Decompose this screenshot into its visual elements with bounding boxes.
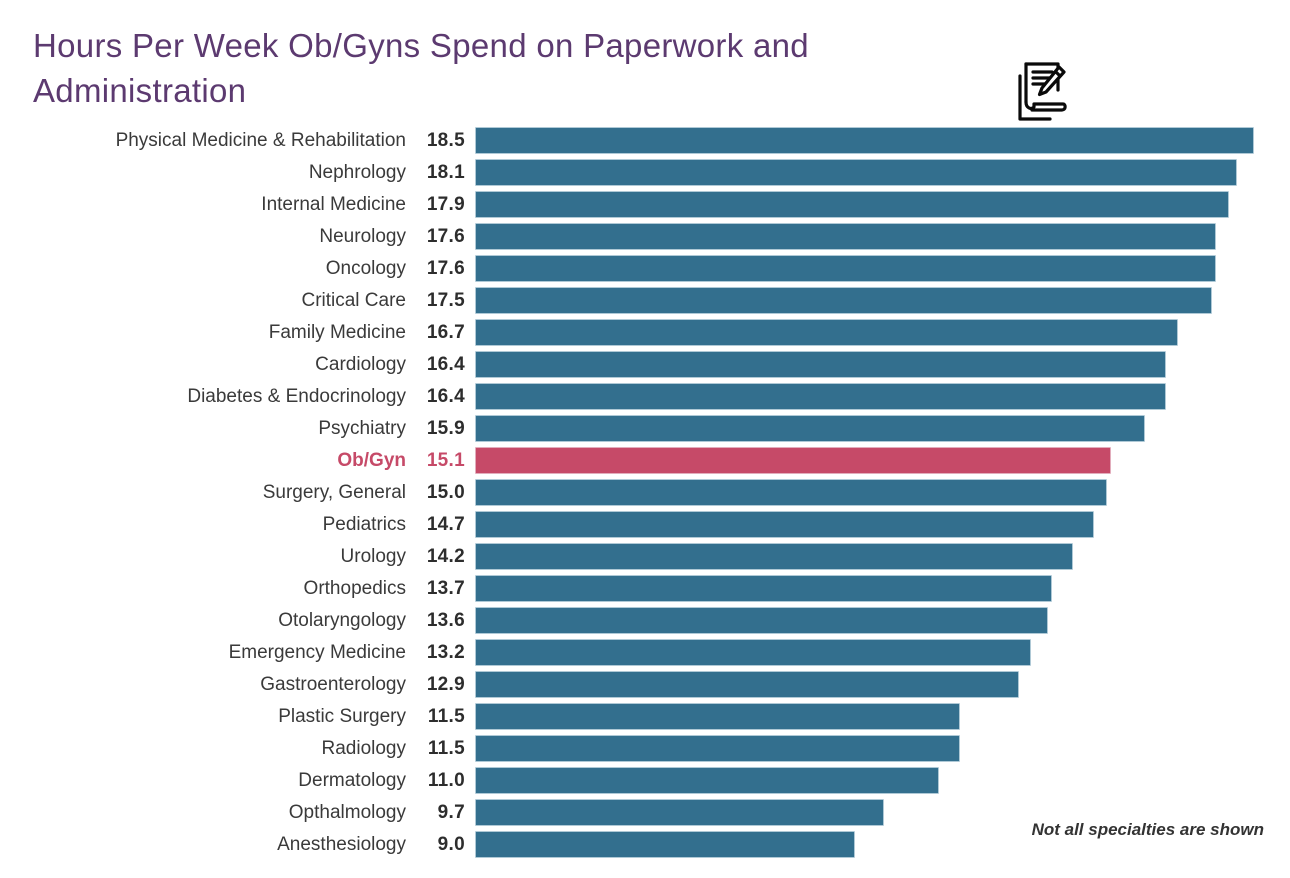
- chart-row: Radiology 11.5: [0, 733, 1290, 765]
- chart-row: Ob/Gyn 15.1: [0, 445, 1290, 477]
- category-label: Plastic Surgery: [278, 705, 406, 727]
- chart-row: Otolaryngology 13.6: [0, 605, 1290, 637]
- bar: [475, 415, 1145, 443]
- bar: [475, 383, 1166, 411]
- value-label: 18.5: [426, 129, 465, 151]
- chart-row: Dermatology 11.0: [0, 765, 1290, 797]
- chart-row: Anesthesiology 9.0: [0, 829, 1290, 861]
- category-label: Cardiology: [315, 353, 406, 375]
- value-label: 13.7: [426, 577, 465, 599]
- category-label: Physical Medicine & Rehabilitation: [115, 129, 406, 151]
- chart-row: Nephrology 18.1: [0, 157, 1290, 189]
- chart-header: Hours Per Week Ob/Gyns Spend on Paperwor…: [0, 0, 1290, 121]
- chart-row: Psychiatry 15.9: [0, 413, 1290, 445]
- bar: [475, 511, 1095, 539]
- chart-row: Critical Care 17.5: [0, 285, 1290, 317]
- category-label: Dermatology: [298, 769, 406, 791]
- value-label: 17.6: [426, 257, 465, 279]
- category-label: Gastroenterology: [260, 673, 406, 695]
- chart-row: Physical Medicine & Rehabilitation 18.5: [0, 125, 1290, 157]
- category-label: Surgery, General: [262, 481, 406, 503]
- value-label: 11.0: [427, 769, 465, 791]
- bar: [475, 607, 1049, 635]
- value-label: 17.5: [426, 289, 465, 311]
- category-label: Pediatrics: [322, 513, 406, 535]
- category-label: Radiology: [321, 737, 407, 759]
- value-label: 18.1: [426, 161, 465, 183]
- bar: [475, 479, 1107, 507]
- bar: [475, 799, 885, 827]
- category-label: Critical Care: [301, 289, 406, 311]
- chart-row: Family Medicine 16.7: [0, 317, 1290, 349]
- value-label: 15.9: [426, 417, 465, 439]
- chart-row: Gastroenterology 12.9: [0, 669, 1290, 701]
- bar: [475, 671, 1019, 699]
- bar-chart: Physical Medicine & Rehabilitation 18.5 …: [0, 125, 1290, 861]
- category-label: Anesthesiology: [277, 833, 406, 855]
- chart-title-line2: Administration: [33, 71, 247, 109]
- bar: [475, 351, 1166, 379]
- chart-title-line1: Hours Per Week Ob/Gyns Spend on Paperwor…: [33, 27, 809, 64]
- category-label: Emergency Medicine: [228, 641, 406, 663]
- category-label: Opthalmology: [288, 801, 406, 823]
- bar: [475, 767, 939, 795]
- chart-row: Cardiology 16.4: [0, 349, 1290, 381]
- category-label: Ob/Gyn: [337, 449, 406, 471]
- value-label: 13.6: [426, 609, 465, 631]
- bar: [475, 223, 1217, 251]
- value-label: 17.9: [426, 193, 465, 215]
- bar: [475, 255, 1217, 283]
- chart-row: Diabetes & Endocrinology 16.4: [0, 381, 1290, 413]
- bar: [475, 703, 960, 731]
- chart-row: Neurology 17.6: [0, 221, 1290, 253]
- paperwork-pencil-icon: [1008, 58, 1072, 124]
- bar: [475, 575, 1053, 603]
- value-label: 14.2: [426, 545, 465, 567]
- category-label: Diabetes & Endocrinology: [187, 385, 406, 407]
- chart-title: Hours Per Week Ob/Gyns Spend on Paperwor…: [33, 24, 1290, 114]
- category-label: Urology: [340, 545, 406, 567]
- category-label: Neurology: [319, 225, 406, 247]
- value-label: 9.7: [437, 801, 465, 823]
- category-label: Orthopedics: [303, 577, 406, 599]
- chart-row: Urology 14.2: [0, 541, 1290, 573]
- value-label: 16.4: [426, 385, 465, 407]
- value-label: 15.1: [426, 449, 465, 471]
- bar: [475, 287, 1212, 315]
- value-label: 12.9: [426, 673, 465, 695]
- value-label: 17.6: [426, 225, 465, 247]
- bar: [475, 319, 1179, 347]
- chart-row: Internal Medicine 17.9: [0, 189, 1290, 221]
- value-label: 11.5: [427, 737, 465, 759]
- chart-row: Orthopedics 13.7: [0, 573, 1290, 605]
- footnote: Not all specialties are shown: [1031, 820, 1264, 839]
- bar: [475, 831, 855, 859]
- bar: [475, 127, 1254, 155]
- category-label: Oncology: [325, 257, 406, 279]
- category-label: Family Medicine: [268, 321, 406, 343]
- category-label: Internal Medicine: [261, 193, 406, 215]
- value-label: 14.7: [426, 513, 465, 535]
- bar: [475, 159, 1238, 187]
- chart-row: Oncology 17.6: [0, 253, 1290, 285]
- category-label: Psychiatry: [318, 417, 406, 439]
- value-label: 13.2: [426, 641, 465, 663]
- bar: [475, 191, 1229, 219]
- chart-row: Surgery, General 15.0: [0, 477, 1290, 509]
- bar: [475, 735, 960, 763]
- chart-row: Pediatrics 14.7: [0, 509, 1290, 541]
- value-label: 9.0: [437, 833, 465, 855]
- category-label: Nephrology: [308, 161, 406, 183]
- chart-row: Plastic Surgery 11.5: [0, 701, 1290, 733]
- bar: [475, 639, 1032, 667]
- value-label: 11.5: [427, 705, 465, 727]
- value-label: 16.4: [426, 353, 465, 375]
- chart-row: Emergency Medicine 13.2: [0, 637, 1290, 669]
- chart-row: Opthalmology 9.7: [0, 797, 1290, 829]
- category-label: Otolaryngology: [278, 609, 406, 631]
- bar: [475, 447, 1112, 475]
- value-label: 16.7: [426, 321, 465, 343]
- value-label: 15.0: [426, 481, 465, 503]
- bar: [475, 543, 1074, 571]
